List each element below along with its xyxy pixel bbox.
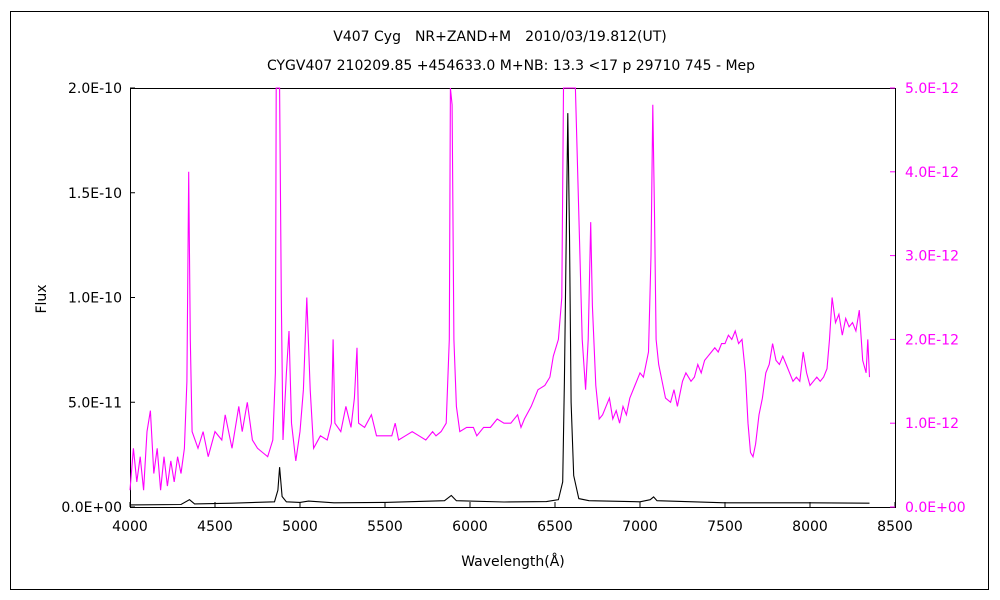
- x-tick-label: 4000: [112, 519, 148, 535]
- x-tick-label: 7000: [622, 519, 658, 535]
- y-tick-label: 0.0E+00: [61, 500, 122, 516]
- y-tick-label: 1.0E-10: [68, 291, 122, 307]
- y2-tick-label: 0.0E+00: [905, 500, 966, 516]
- x-tick-label: 5000: [282, 519, 318, 535]
- chart-title: V407 Cyg NR+ZAND+M 2010/03/19.812(UT): [333, 29, 666, 45]
- x-axis-ticks: 4000 4500 5000 5500 6000 6500 7000 7500 8000 8500: [112, 502, 913, 535]
- x-tick-label: 6500: [537, 519, 573, 535]
- y2-tick-label: 4.0E-12: [905, 165, 959, 181]
- series-line-magenta: [129, 87, 871, 491]
- y-tick-label: 1.5E-10: [68, 186, 122, 202]
- y-axis-ticks: 0.0E+00 5.0E-11 1.0E-10 1.5E-10 2.0E-10: [61, 81, 135, 516]
- y2-tick-label: 1.0E-12: [905, 416, 959, 432]
- y-tick-label: 2.0E-10: [68, 81, 122, 97]
- y2-tick-label: 2.0E-12: [905, 332, 959, 348]
- outer-frame: [10, 11, 989, 590]
- y-tick-label: 5.0E-11: [68, 395, 122, 411]
- x-tick-label: 5500: [367, 519, 403, 535]
- series-line-black: [129, 113, 870, 506]
- y2-axis-ticks: 0.0E+00 1.0E-12 2.0E-12 3.0E-12 4.0E-12 5.0E-…: [890, 81, 966, 516]
- y2-tick-label: 5.0E-12: [905, 81, 959, 97]
- y-axis-label: Flux: [34, 284, 50, 313]
- chart-subtitle: CYGV407 210209.85 +454633.0 M+NB: 13.3 <…: [267, 58, 755, 74]
- y2-tick-label: 3.0E-12: [905, 249, 959, 265]
- x-tick-label: 7500: [707, 519, 743, 535]
- x-tick-label: 6000: [452, 519, 488, 535]
- x-tick-label: 8500: [877, 519, 913, 535]
- x-tick-label: 4500: [197, 519, 233, 535]
- x-tick-label: 8000: [792, 519, 828, 535]
- x-axis-label: Wavelength(Å): [461, 553, 565, 570]
